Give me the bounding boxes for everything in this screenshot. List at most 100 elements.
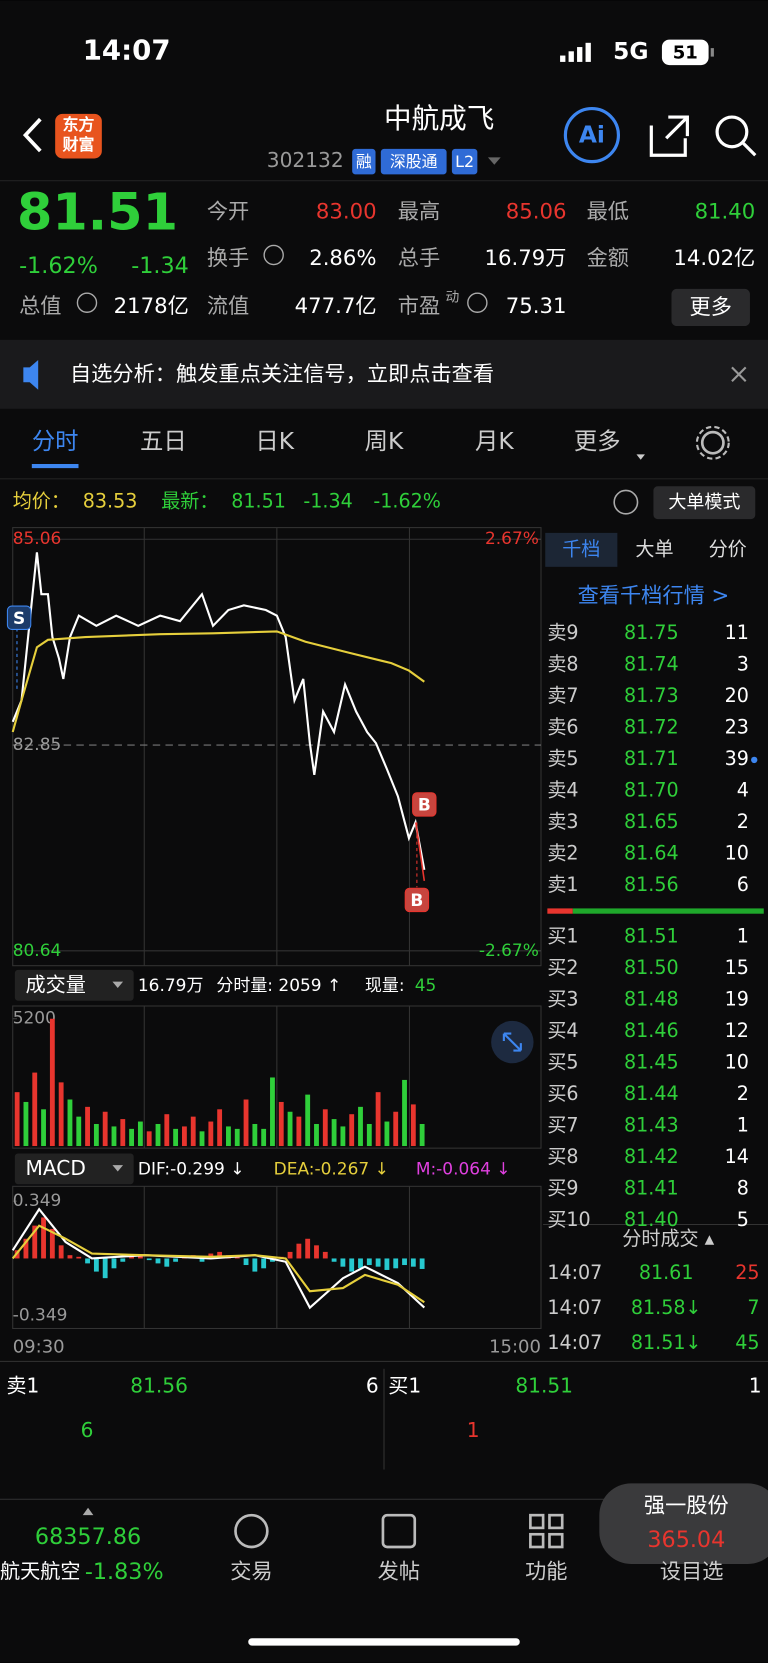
close-button[interactable] bbox=[731, 366, 747, 382]
tab[interactable]: 分时 bbox=[32, 427, 79, 455]
macd-bar bbox=[384, 1258, 390, 1270]
ask-label: 卖1 bbox=[6, 1373, 39, 1397]
book-qty: 8 bbox=[737, 1177, 749, 1200]
macd-bar bbox=[111, 1258, 117, 1269]
volume-bar bbox=[155, 1123, 161, 1147]
field-label: 总手 bbox=[398, 246, 440, 271]
volume-bar bbox=[314, 1123, 319, 1147]
macd-bar bbox=[173, 1258, 179, 1262]
trade-qty: 45 bbox=[735, 1331, 759, 1354]
macd-bar bbox=[129, 1256, 135, 1259]
promo-bubble[interactable] bbox=[599, 1483, 768, 1564]
volume-selector[interactable] bbox=[14, 969, 134, 1001]
volume-bar bbox=[349, 1114, 355, 1147]
battery-tip bbox=[710, 48, 714, 57]
book-tab[interactable]: 千档 bbox=[562, 537, 600, 560]
logo[interactable] bbox=[55, 113, 102, 159]
nav-label[interactable]: 功能 bbox=[525, 1559, 567, 1584]
expand-icon bbox=[502, 1032, 522, 1052]
tab[interactable]: 五日 bbox=[140, 427, 187, 455]
macd-label[interactable]: MACD bbox=[25, 1156, 85, 1180]
last-value: 81.51 bbox=[231, 490, 286, 513]
more-button[interactable] bbox=[671, 288, 750, 327]
ai-label[interactable]: Ai bbox=[579, 121, 605, 149]
field-label: 金额 bbox=[587, 246, 629, 271]
volume-bar bbox=[76, 1116, 82, 1147]
volume-bar bbox=[93, 1123, 99, 1147]
macd-bar bbox=[23, 1238, 29, 1259]
book-label: 买4 bbox=[547, 1019, 578, 1042]
trade-time: 14:07 bbox=[547, 1331, 602, 1354]
macd-bar bbox=[349, 1258, 355, 1272]
nav-label[interactable]: 发帖 bbox=[378, 1559, 420, 1584]
field-value: 2.86% bbox=[309, 246, 376, 271]
volume-bar bbox=[208, 1121, 214, 1147]
volume-bar bbox=[410, 1104, 416, 1147]
mode-label[interactable]: 大单模式 bbox=[668, 492, 740, 513]
bid-detail: 1 bbox=[467, 1418, 480, 1442]
marker-guide bbox=[415, 822, 426, 881]
trade-price: 81.58↓ bbox=[631, 1296, 702, 1319]
tag-box bbox=[352, 148, 376, 175]
banner[interactable] bbox=[0, 339, 768, 409]
book-qty: 5 bbox=[737, 1208, 749, 1231]
volume-label[interactable]: 成交量 bbox=[25, 972, 85, 996]
book-label: 买3 bbox=[547, 988, 578, 1011]
x-tick-label: 09:30 bbox=[13, 1337, 65, 1358]
volume-bar bbox=[120, 1119, 126, 1147]
tab[interactable]: 日K bbox=[255, 427, 294, 455]
dropdown-icon bbox=[112, 981, 124, 988]
field-label: 换手 bbox=[207, 246, 249, 271]
book-label: 卖8 bbox=[547, 653, 578, 676]
book-price: 81.40 bbox=[624, 1208, 679, 1231]
book-tab[interactable]: 大单 bbox=[635, 537, 673, 560]
volume-bar bbox=[375, 1092, 381, 1147]
avg-value: 83.53 bbox=[83, 490, 138, 513]
field-label-sup: 动 bbox=[446, 289, 460, 305]
more-label[interactable]: 更多 bbox=[690, 295, 732, 320]
trade-time: 14:07 bbox=[547, 1261, 602, 1284]
volume-bar bbox=[226, 1126, 231, 1147]
book-label: 买1 bbox=[547, 925, 578, 948]
status-battery: 51 bbox=[673, 42, 698, 63]
tab[interactable]: 周K bbox=[365, 427, 404, 455]
search-button[interactable] bbox=[715, 115, 749, 149]
index-value[interactable]: 68357.86 bbox=[35, 1524, 141, 1550]
volume-bar bbox=[217, 1109, 223, 1147]
book-label: 买10 bbox=[547, 1208, 590, 1231]
tab[interactable]: 月K bbox=[475, 427, 514, 455]
macd-bar bbox=[252, 1258, 258, 1272]
book-price: 81.51 bbox=[624, 925, 679, 948]
tab[interactable]: 更多 bbox=[574, 427, 621, 455]
book-tab[interactable]: 分价 bbox=[709, 537, 747, 560]
nav-label[interactable]: 交易 bbox=[230, 1559, 272, 1584]
help-button[interactable] bbox=[613, 489, 639, 515]
macd-bar bbox=[164, 1258, 170, 1267]
settings-button[interactable] bbox=[700, 430, 725, 455]
book-qty: 2 bbox=[737, 810, 749, 833]
macd-bar bbox=[340, 1258, 346, 1267]
share-button[interactable] bbox=[649, 115, 689, 157]
mode-button[interactable] bbox=[653, 486, 756, 520]
macd-bar bbox=[402, 1258, 407, 1266]
macd-bar bbox=[58, 1245, 64, 1259]
back-button[interactable] bbox=[22, 117, 42, 153]
promo-price: 365.04 bbox=[647, 1527, 725, 1553]
field-label: 最高 bbox=[398, 200, 440, 225]
nav-label[interactable]: 设目选 bbox=[660, 1559, 724, 1584]
volume-bar bbox=[366, 1123, 372, 1147]
macd-bar bbox=[375, 1258, 381, 1267]
volume-bar bbox=[23, 1101, 29, 1147]
ai-button[interactable] bbox=[563, 106, 621, 164]
trade-qty: 25 bbox=[735, 1261, 759, 1284]
signal-icon bbox=[560, 42, 591, 62]
field-label: 总值 bbox=[19, 294, 61, 319]
macd-bar bbox=[120, 1258, 126, 1262]
indicator-selector[interactable] bbox=[14, 1153, 134, 1185]
book-link[interactable]: 查看千档行情 > bbox=[578, 584, 730, 609]
volume-bar bbox=[305, 1094, 311, 1147]
trades-title[interactable]: 分时成交 ▴ bbox=[622, 1227, 714, 1250]
banner-text[interactable]: 自选分析：触发重点关注信号，立即点击查看 bbox=[70, 362, 494, 387]
macd-bar bbox=[137, 1255, 143, 1259]
